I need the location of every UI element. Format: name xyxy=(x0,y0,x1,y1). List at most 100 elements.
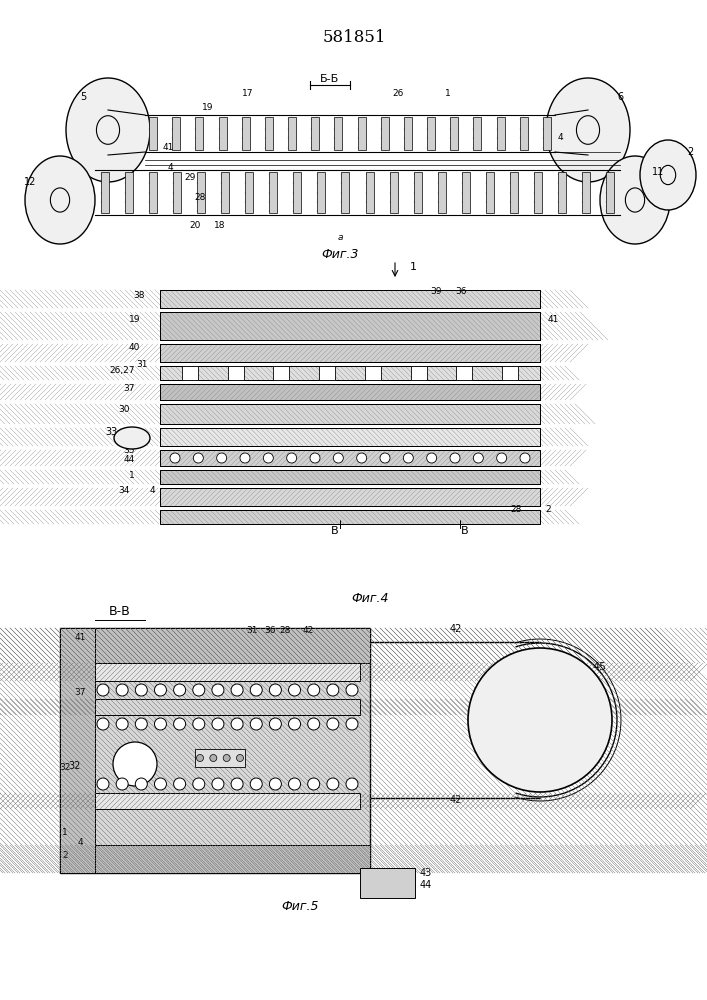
Text: 38: 38 xyxy=(134,291,145,300)
Bar xyxy=(125,172,133,213)
Ellipse shape xyxy=(66,78,150,182)
Circle shape xyxy=(263,453,274,463)
Text: 19: 19 xyxy=(202,103,214,112)
Bar xyxy=(160,344,540,362)
Text: 18: 18 xyxy=(214,221,226,230)
Bar xyxy=(160,470,540,484)
Text: 31: 31 xyxy=(136,360,148,369)
Bar xyxy=(95,663,360,681)
Bar xyxy=(311,117,320,150)
Circle shape xyxy=(154,718,166,730)
Circle shape xyxy=(97,718,109,730)
Text: 4: 4 xyxy=(557,133,563,142)
Circle shape xyxy=(174,718,186,730)
Text: 37: 37 xyxy=(74,688,86,697)
Ellipse shape xyxy=(640,140,696,210)
Bar xyxy=(60,845,370,873)
Text: 33: 33 xyxy=(105,427,117,437)
Circle shape xyxy=(240,453,250,463)
Bar xyxy=(381,117,389,150)
Ellipse shape xyxy=(546,78,630,182)
Text: 45: 45 xyxy=(593,662,607,672)
Bar xyxy=(95,793,360,809)
Bar xyxy=(160,366,540,380)
Circle shape xyxy=(212,718,224,730)
Circle shape xyxy=(346,684,358,696)
Text: 28: 28 xyxy=(279,626,291,635)
Text: 4: 4 xyxy=(167,163,173,172)
Bar xyxy=(288,117,296,150)
Bar xyxy=(360,868,415,898)
Bar xyxy=(274,366,289,380)
Bar xyxy=(149,117,157,150)
Circle shape xyxy=(269,718,281,730)
Text: 44: 44 xyxy=(420,880,432,890)
Circle shape xyxy=(288,684,300,696)
Text: 19: 19 xyxy=(129,315,140,324)
Text: 36: 36 xyxy=(455,287,467,296)
Text: 31: 31 xyxy=(246,626,258,635)
Text: В: В xyxy=(331,526,339,536)
Bar xyxy=(160,384,540,400)
Circle shape xyxy=(250,718,262,730)
Circle shape xyxy=(135,684,147,696)
Circle shape xyxy=(193,684,205,696)
Circle shape xyxy=(97,778,109,790)
Bar xyxy=(160,450,540,466)
Bar xyxy=(414,172,421,213)
Bar xyxy=(160,470,540,484)
Text: 28: 28 xyxy=(194,193,206,202)
Bar xyxy=(160,488,540,506)
Circle shape xyxy=(193,453,204,463)
Circle shape xyxy=(496,453,507,463)
Text: 28: 28 xyxy=(510,505,521,514)
Bar xyxy=(160,404,540,424)
Bar xyxy=(60,628,370,873)
Text: 29: 29 xyxy=(185,173,196,182)
Circle shape xyxy=(403,453,414,463)
Circle shape xyxy=(333,453,344,463)
Circle shape xyxy=(250,684,262,696)
Text: a: a xyxy=(337,233,343,242)
Circle shape xyxy=(310,453,320,463)
Bar xyxy=(558,172,566,213)
Circle shape xyxy=(468,648,612,792)
Text: Фиг.3: Фиг.3 xyxy=(321,248,358,261)
Text: 5: 5 xyxy=(80,92,86,102)
Text: 12: 12 xyxy=(24,177,36,187)
Bar xyxy=(242,117,250,150)
Circle shape xyxy=(170,453,180,463)
Text: 36: 36 xyxy=(264,626,276,635)
Bar xyxy=(245,172,253,213)
Circle shape xyxy=(520,453,530,463)
Bar xyxy=(218,117,226,150)
Text: 39: 39 xyxy=(430,287,441,296)
Circle shape xyxy=(135,718,147,730)
Text: 26: 26 xyxy=(392,89,404,98)
Text: 2: 2 xyxy=(62,851,68,860)
Circle shape xyxy=(327,718,339,730)
Bar xyxy=(160,290,540,308)
Bar xyxy=(293,172,301,213)
Text: 44: 44 xyxy=(124,455,135,464)
Text: В-В: В-В xyxy=(109,605,131,618)
Text: 30: 30 xyxy=(119,405,130,414)
Ellipse shape xyxy=(114,427,150,449)
Circle shape xyxy=(250,778,262,790)
Bar xyxy=(160,450,540,466)
Circle shape xyxy=(135,778,147,790)
Text: 37: 37 xyxy=(124,384,135,393)
Bar xyxy=(502,366,518,380)
Text: 4: 4 xyxy=(77,838,83,847)
Circle shape xyxy=(212,778,224,790)
Bar xyxy=(160,428,540,446)
Bar xyxy=(366,172,373,213)
Bar xyxy=(160,428,540,446)
Circle shape xyxy=(346,778,358,790)
Circle shape xyxy=(97,684,109,696)
Bar xyxy=(341,172,349,213)
Circle shape xyxy=(113,742,157,786)
Text: 35: 35 xyxy=(124,446,135,455)
Bar xyxy=(160,312,540,340)
Bar xyxy=(365,366,381,380)
